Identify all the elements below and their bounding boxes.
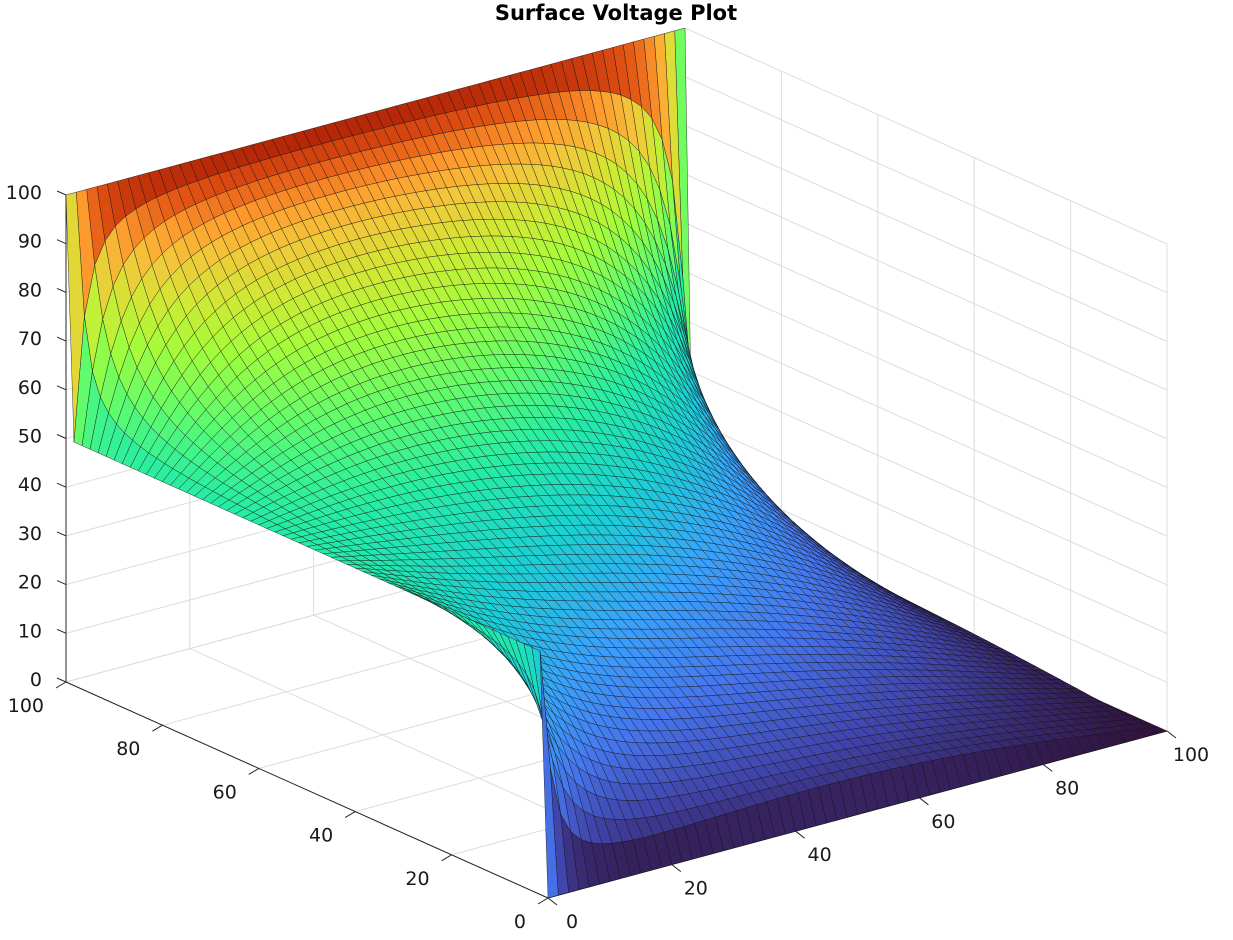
y-tick-label: 20 bbox=[405, 868, 429, 890]
x-tick-mark bbox=[795, 830, 805, 839]
z-tick-mark bbox=[56, 190, 67, 196]
z-tick-label: 30 bbox=[18, 523, 42, 545]
grid-line-back-right-z bbox=[684, 271, 1168, 488]
z-tick-mark bbox=[56, 580, 67, 586]
y-tick-label: 0 bbox=[514, 911, 526, 933]
z-tick-label: 90 bbox=[18, 231, 42, 253]
z-tick-label: 20 bbox=[18, 572, 42, 594]
y-tick-mark bbox=[537, 897, 549, 905]
grid-line-back-right-z bbox=[684, 173, 1168, 391]
y-tick-label: 60 bbox=[213, 781, 237, 803]
grid-line-back-right-z bbox=[684, 222, 1168, 440]
x-tick-label: 20 bbox=[684, 878, 708, 900]
y-tick-label: 40 bbox=[309, 825, 333, 847]
z-tick-label: 60 bbox=[18, 377, 42, 399]
x-tick-label: 100 bbox=[1173, 744, 1209, 766]
z-tick-label: 100 bbox=[6, 182, 42, 204]
y-tick-label: 100 bbox=[8, 695, 44, 717]
grid-line-back-right-z bbox=[684, 368, 1168, 586]
x-tick-label: 40 bbox=[808, 844, 832, 866]
z-tick-mark bbox=[56, 336, 67, 342]
grid-line-back-right-z bbox=[684, 319, 1168, 537]
y-tick-mark bbox=[441, 854, 452, 862]
z-tick-mark bbox=[56, 677, 67, 683]
y-tick-label: 80 bbox=[116, 738, 140, 760]
tick-label-layer: 0 20 40 60 80 100 0 20 40 60 80 100 0 10 20 30 40 50 60 70 8… bbox=[6, 182, 1209, 933]
z-tick-label: 70 bbox=[18, 328, 42, 350]
z-tick-label: 0 bbox=[30, 669, 42, 691]
x-tick-mark bbox=[547, 897, 558, 906]
y-tick-mark bbox=[344, 811, 356, 819]
grid-line-back-right-z bbox=[684, 124, 1168, 342]
z-tick-label: 10 bbox=[18, 620, 42, 642]
x-tick-label: 0 bbox=[566, 911, 578, 933]
z-tick-label: 50 bbox=[18, 426, 42, 448]
z-tick-label: 40 bbox=[18, 474, 42, 496]
z-tick-mark bbox=[56, 531, 67, 537]
surface-face bbox=[539, 650, 559, 899]
x-tick-mark bbox=[1166, 730, 1177, 739]
z-tick-mark bbox=[56, 239, 67, 245]
y-tick-mark bbox=[152, 724, 163, 732]
z-tick-mark bbox=[56, 628, 67, 634]
grid-line-back-right-z bbox=[684, 417, 1168, 635]
z-tick-mark bbox=[56, 385, 67, 391]
x-tick-label: 80 bbox=[1055, 777, 1079, 799]
voltage-surface bbox=[65, 27, 1168, 899]
chart-title: Surface Voltage Plot bbox=[495, 1, 737, 25]
grid-line-back-right-z bbox=[684, 76, 1168, 294]
x-tick-label: 60 bbox=[931, 811, 955, 833]
z-tick-label: 80 bbox=[18, 279, 42, 301]
y-tick-mark bbox=[55, 681, 67, 689]
z-tick-mark bbox=[56, 287, 67, 293]
z-tick-mark bbox=[56, 434, 67, 439]
x-tick-mark bbox=[671, 864, 682, 872]
y-axis-line bbox=[65, 681, 549, 899]
x-tick-mark bbox=[919, 797, 929, 806]
x-tick-mark bbox=[1042, 764, 1053, 772]
z-tick-mark bbox=[56, 482, 67, 488]
grid-line-back-right-z bbox=[684, 27, 1168, 245]
y-tick-mark bbox=[248, 767, 260, 775]
